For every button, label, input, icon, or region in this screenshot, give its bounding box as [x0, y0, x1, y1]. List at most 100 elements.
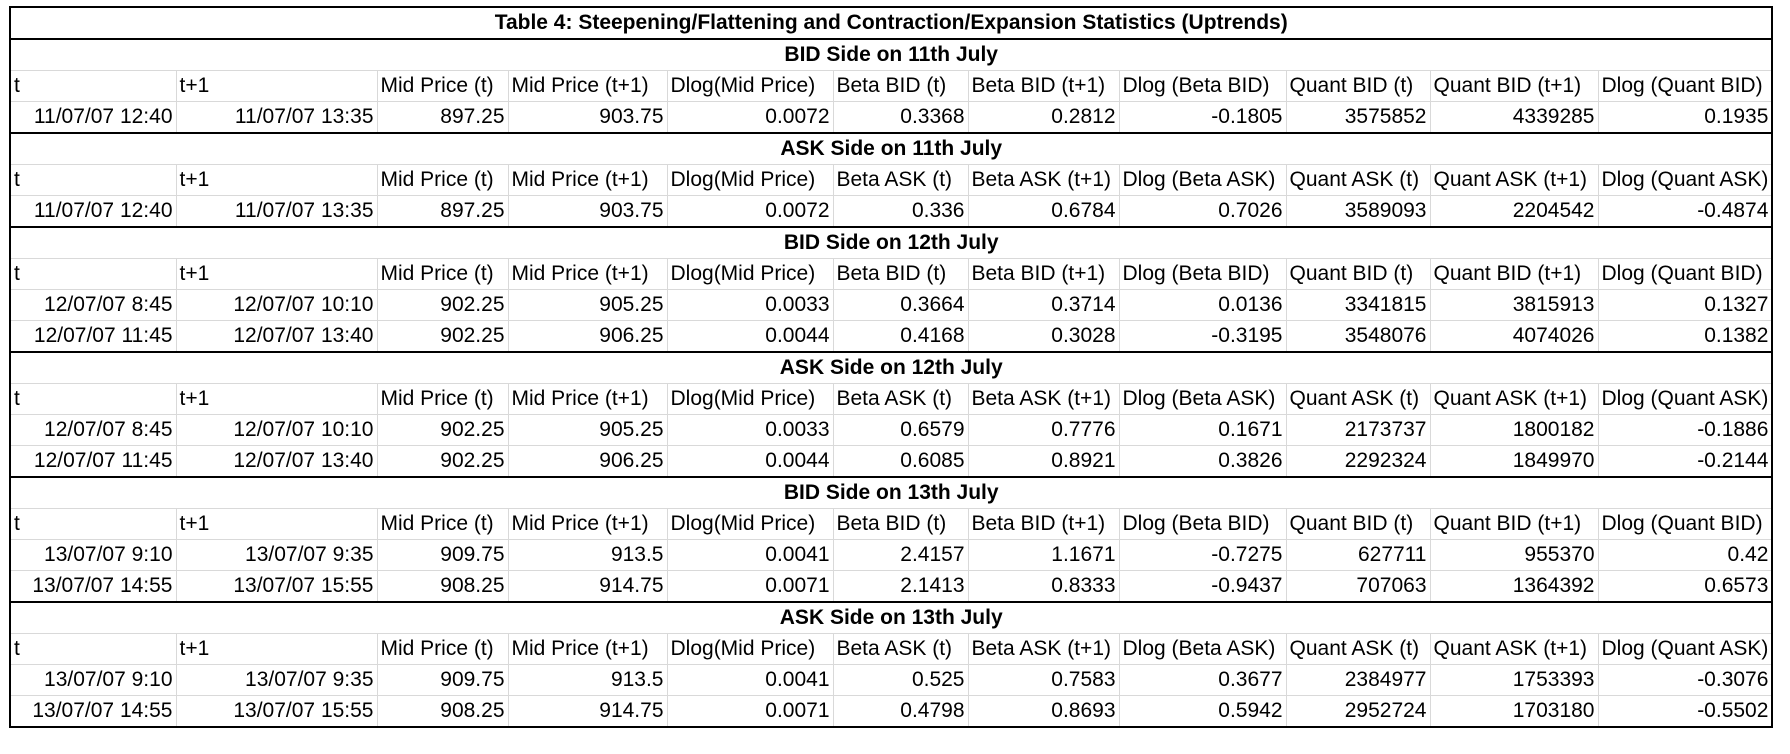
table-cell[interactable]: -0.7275 — [1118, 539, 1287, 571]
table-cell[interactable]: 0.4168 — [832, 320, 969, 353]
table-cell[interactable]: 13/07/07 14:55 — [9, 570, 177, 603]
table-cell[interactable]: 11/07/07 13:35 — [175, 101, 378, 134]
table-cell[interactable]: 12/07/07 10:10 — [175, 289, 378, 321]
table-cell[interactable]: 0.0044 — [666, 320, 834, 353]
table-cell[interactable]: 0.3826 — [1118, 445, 1287, 478]
table-cell[interactable]: 955370 — [1429, 539, 1599, 571]
table-cell[interactable]: 897.25 — [376, 101, 509, 134]
table-cell[interactable]: 902.25 — [376, 320, 509, 353]
table-cell[interactable]: 4339285 — [1429, 101, 1599, 134]
table-cell[interactable]: 0.2812 — [967, 101, 1120, 134]
table-cell[interactable]: 0.6573 — [1597, 570, 1774, 603]
table-cell[interactable]: 0.42 — [1597, 539, 1774, 571]
table-cell[interactable]: 12/07/07 10:10 — [175, 414, 378, 446]
table-cell[interactable]: 2.4157 — [832, 539, 969, 571]
table-cell[interactable]: 2173737 — [1285, 414, 1431, 446]
table-cell[interactable]: 0.6784 — [967, 195, 1120, 228]
table-cell[interactable]: 2292324 — [1285, 445, 1431, 478]
table-cell[interactable]: 0.8921 — [967, 445, 1120, 478]
table-cell[interactable]: 0.3028 — [967, 320, 1120, 353]
table-cell[interactable]: 13/07/07 15:55 — [175, 570, 378, 603]
table-cell[interactable]: 12/07/07 13:40 — [175, 320, 378, 353]
table-cell[interactable]: -0.3076 — [1597, 664, 1774, 696]
table-cell[interactable]: 13/07/07 9:10 — [9, 664, 177, 696]
table-cell[interactable]: 0.1327 — [1597, 289, 1774, 321]
table-cell[interactable]: 0.0136 — [1118, 289, 1287, 321]
table-cell[interactable]: 902.25 — [376, 289, 509, 321]
table-cell[interactable]: 903.75 — [507, 101, 668, 134]
table-cell[interactable]: 0.3664 — [832, 289, 969, 321]
table-cell[interactable]: 13/07/07 15:55 — [175, 695, 378, 728]
table-cell[interactable]: 1800182 — [1429, 414, 1599, 446]
table-cell[interactable]: 0.8333 — [967, 570, 1120, 603]
table-cell[interactable]: 908.25 — [376, 695, 509, 728]
table-cell[interactable]: 1364392 — [1429, 570, 1599, 603]
table-cell[interactable]: 0.0033 — [666, 414, 834, 446]
table-cell[interactable]: 914.75 — [507, 695, 668, 728]
table-cell[interactable]: 0.3714 — [967, 289, 1120, 321]
table-cell[interactable]: 12/07/07 8:45 — [9, 414, 177, 446]
table-cell[interactable]: 3575852 — [1285, 101, 1431, 134]
table-cell[interactable]: 913.5 — [507, 539, 668, 571]
table-cell[interactable]: 0.0072 — [666, 101, 834, 134]
table-cell[interactable]: 903.75 — [507, 195, 668, 228]
table-cell[interactable]: 0.5942 — [1118, 695, 1287, 728]
table-cell[interactable]: -0.1805 — [1118, 101, 1287, 134]
table-cell[interactable]: 11/07/07 12:40 — [9, 195, 177, 228]
table-cell[interactable]: 897.25 — [376, 195, 509, 228]
table-cell[interactable]: 0.0072 — [666, 195, 834, 228]
table-cell[interactable]: 909.75 — [376, 664, 509, 696]
table-cell[interactable]: 0.1935 — [1597, 101, 1774, 134]
table-cell[interactable]: 0.0033 — [666, 289, 834, 321]
table-cell[interactable]: 11/07/07 13:35 — [175, 195, 378, 228]
table-cell[interactable]: 3341815 — [1285, 289, 1431, 321]
table-cell[interactable]: 0.7583 — [967, 664, 1120, 696]
table-cell[interactable]: 902.25 — [376, 414, 509, 446]
table-cell[interactable]: 2384977 — [1285, 664, 1431, 696]
table-cell[interactable]: 905.25 — [507, 289, 668, 321]
table-cell[interactable]: 3548076 — [1285, 320, 1431, 353]
table-cell[interactable]: 1.1671 — [967, 539, 1120, 571]
table-cell[interactable]: 3589093 — [1285, 195, 1431, 228]
table-cell[interactable]: 0.0071 — [666, 570, 834, 603]
table-cell[interactable]: -0.2144 — [1597, 445, 1774, 478]
table-cell[interactable]: 913.5 — [507, 664, 668, 696]
table-cell[interactable]: 2204542 — [1429, 195, 1599, 228]
table-cell[interactable]: 13/07/07 14:55 — [9, 695, 177, 728]
table-cell[interactable]: -0.9437 — [1118, 570, 1287, 603]
table-cell[interactable]: 4074026 — [1429, 320, 1599, 353]
table-cell[interactable]: 0.336 — [832, 195, 969, 228]
table-cell[interactable]: 0.6085 — [832, 445, 969, 478]
table-cell[interactable]: 3815913 — [1429, 289, 1599, 321]
table-cell[interactable]: 0.8693 — [967, 695, 1120, 728]
table-cell[interactable]: 1849970 — [1429, 445, 1599, 478]
table-cell[interactable]: 2.1413 — [832, 570, 969, 603]
table-cell[interactable]: 12/07/07 13:40 — [175, 445, 378, 478]
table-cell[interactable]: 0.0071 — [666, 695, 834, 728]
table-cell[interactable]: 11/07/07 12:40 — [9, 101, 177, 134]
table-cell[interactable]: 0.1382 — [1597, 320, 1774, 353]
table-cell[interactable]: 905.25 — [507, 414, 668, 446]
table-cell[interactable]: 1753393 — [1429, 664, 1599, 696]
table-cell[interactable]: 0.4798 — [832, 695, 969, 728]
table-cell[interactable]: 12/07/07 8:45 — [9, 289, 177, 321]
table-cell[interactable]: 13/07/07 9:35 — [175, 539, 378, 571]
table-cell[interactable]: 0.0044 — [666, 445, 834, 478]
table-cell[interactable]: 1703180 — [1429, 695, 1599, 728]
table-cell[interactable]: 909.75 — [376, 539, 509, 571]
table-cell[interactable]: 627711 — [1285, 539, 1431, 571]
table-cell[interactable]: 13/07/07 9:10 — [9, 539, 177, 571]
table-cell[interactable]: 0.525 — [832, 664, 969, 696]
table-cell[interactable]: 0.0041 — [666, 539, 834, 571]
table-cell[interactable]: 12/07/07 11:45 — [9, 445, 177, 478]
table-cell[interactable]: 0.7776 — [967, 414, 1120, 446]
table-cell[interactable]: 906.25 — [507, 320, 668, 353]
table-cell[interactable]: 13/07/07 9:35 — [175, 664, 378, 696]
table-cell[interactable]: 0.3368 — [832, 101, 969, 134]
table-cell[interactable]: -0.5502 — [1597, 695, 1774, 728]
table-cell[interactable]: 0.6579 — [832, 414, 969, 446]
table-cell[interactable]: -0.4874 — [1597, 195, 1774, 228]
table-cell[interactable]: -0.1886 — [1597, 414, 1774, 446]
table-cell[interactable]: -0.3195 — [1118, 320, 1287, 353]
table-cell[interactable]: 0.3677 — [1118, 664, 1287, 696]
